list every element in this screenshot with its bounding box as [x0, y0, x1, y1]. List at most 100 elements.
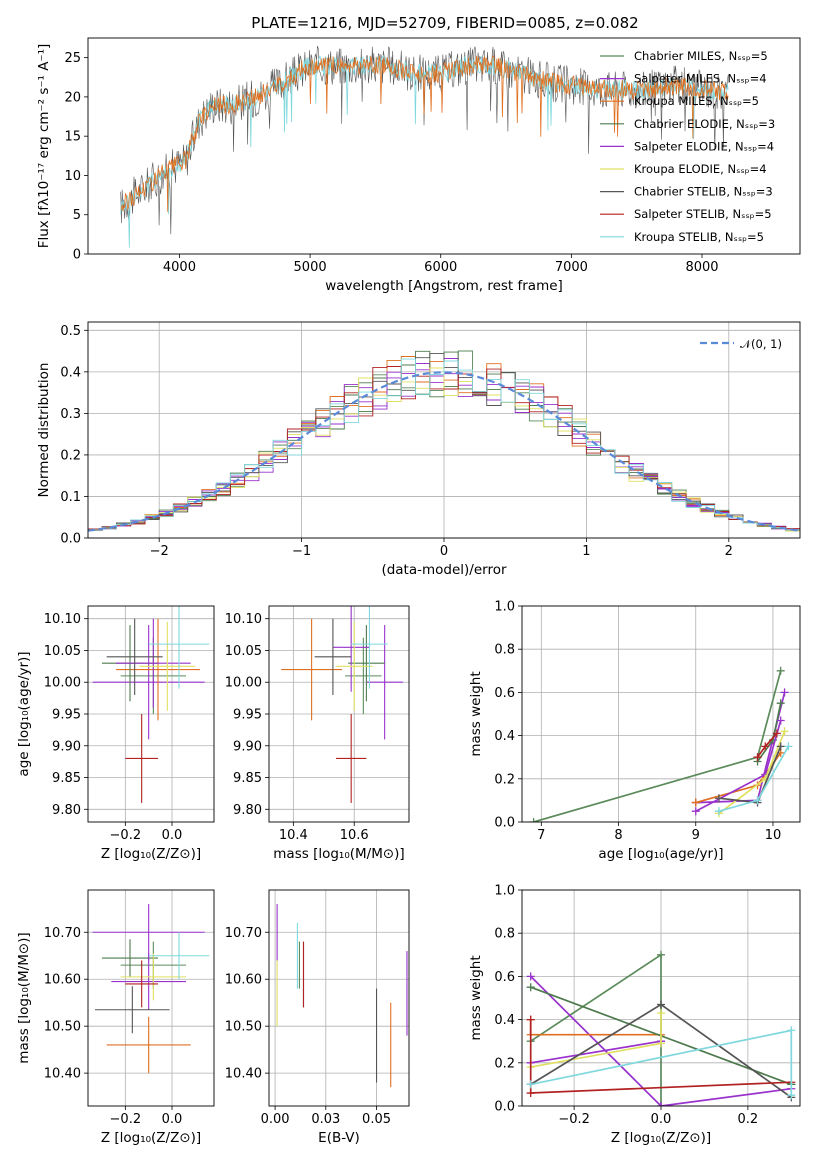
- x-axis-label: mass [log₁₀(M/M⊙)]: [273, 846, 404, 862]
- y-axis-label: mass weight: [468, 671, 484, 756]
- series-point-marker: [787, 1026, 796, 1035]
- x-tick-label: 10.4: [279, 828, 308, 843]
- mass-weight-series-line: [695, 720, 782, 812]
- x-tick-label: −0.2: [110, 1112, 142, 1127]
- age_vs_Z-axes: [84, 605, 215, 826]
- y-tick-label: 10.00: [44, 676, 81, 691]
- spectrum-series-line: [120, 55, 729, 212]
- y-tick-label: 10.70: [44, 926, 81, 941]
- mass-weight-series-line: [530, 975, 792, 1106]
- x-tick-label: 4000: [163, 260, 196, 275]
- x-tick-label: −0.2: [558, 1112, 590, 1127]
- mass_vs_Z-axes: [84, 889, 215, 1110]
- legend-entry: Chabrier STELIB, Nₛₛₚ=3: [634, 185, 773, 199]
- x-tick-label: 0.00: [261, 1112, 290, 1127]
- legend-entry: Kroupa MILES, Nₛₛₚ=5: [634, 94, 759, 108]
- series-point-marker: [691, 807, 700, 816]
- x-tick-label: 1: [582, 544, 590, 559]
- series-point-marker: [761, 742, 770, 751]
- residuals-plot-area: [88, 350, 800, 532]
- legend-entry: Kroupa STELIB, Nₛₛₚ=5: [634, 230, 764, 244]
- series-point-marker: [784, 742, 793, 751]
- series-point-marker: [691, 798, 700, 807]
- y-tick-label: 0.2: [494, 1056, 515, 1071]
- y-tick-label: 10.70: [225, 926, 262, 941]
- series-point-marker: [776, 716, 785, 725]
- y-axis-label: Normed distribution: [36, 363, 52, 498]
- x-axis-label: wavelength [Angstrom, rest frame]: [325, 278, 563, 294]
- y-tick-label: 10.60: [44, 973, 81, 988]
- y-tick-label: 9.80: [52, 803, 81, 818]
- y-tick-label: 0.4: [494, 1013, 515, 1028]
- y-tick-label: 20: [64, 90, 81, 105]
- y-tick-label: 0.8: [494, 927, 515, 942]
- spectrum-frame: [87, 37, 801, 255]
- age_vs_mass-frame: [268, 605, 410, 823]
- mass_vs_Z-frame: [87, 889, 215, 1107]
- series-point-marker: [657, 950, 665, 959]
- x-tick-label: 2: [725, 544, 733, 559]
- residuals-frame: [87, 321, 801, 539]
- x-tick-label: 9: [692, 828, 700, 843]
- y-tick-label: 0.0: [494, 1100, 515, 1115]
- series-point-marker: [776, 742, 785, 751]
- x-tick-label: 0: [440, 544, 448, 559]
- y-tick-label: 10: [64, 169, 81, 184]
- y-tick-label: 0.4: [60, 365, 81, 380]
- x-axis-label: (data-model)/error: [381, 562, 507, 578]
- y-tick-label: 9.85: [52, 771, 81, 786]
- x-tick-label: 6000: [424, 260, 457, 275]
- y-tick-label: 9.95: [52, 708, 81, 723]
- mass_weight_vs_age-frame: [521, 605, 801, 823]
- y-tick-label: 0.2: [60, 448, 81, 463]
- y-tick-label: 10.00: [225, 676, 262, 691]
- series-point-marker: [787, 1091, 796, 1100]
- series-point-marker: [657, 1039, 665, 1048]
- normal-reference-curve: [88, 371, 800, 532]
- y-tick-label: 25: [64, 51, 81, 66]
- series-point-marker: [776, 699, 785, 708]
- series-point-marker: [776, 666, 785, 675]
- y-tick-label: 10.40: [225, 1067, 262, 1082]
- y-tick-label: 10.50: [44, 1020, 81, 1035]
- series-point-marker: [753, 753, 762, 762]
- y-tick-label: 10.60: [225, 973, 262, 988]
- series-point-marker: [526, 1015, 535, 1024]
- legend-entry: Kroupa ELODIE, Nₛₛₚ=4: [634, 162, 767, 176]
- y-tick-label: 10.05: [225, 644, 262, 659]
- mass-weight-series-line: [530, 1040, 662, 1064]
- histogram-series: [88, 358, 800, 531]
- y-tick-label: 0.1: [60, 490, 81, 505]
- series-point-marker: [657, 1102, 665, 1106]
- x-tick-label: 0.2: [738, 1112, 759, 1127]
- mass_vs_ebv-plot-area: [276, 904, 408, 1088]
- mass_weight_vs_age-plot-area: [529, 666, 793, 822]
- series-point-marker: [772, 729, 781, 738]
- series-point-marker: [753, 796, 762, 805]
- legend-entry: Chabrier ELODIE, Nₛₛₚ=3: [634, 117, 775, 131]
- x-tick-label: −0.2: [110, 828, 142, 843]
- mass-weight-series-line: [530, 953, 662, 1106]
- residuals-axes: [84, 321, 801, 542]
- x-tick-label: 0.0: [651, 1112, 672, 1127]
- y-axis-label: Flux [fλ10⁻¹⁷ erg cm⁻² s⁻¹ A⁻¹]: [36, 44, 52, 249]
- x-tick-label: −1: [292, 544, 311, 559]
- x-axis-label: Z [log₁₀(Z/Z⊙)]: [101, 846, 201, 862]
- x-axis-label: age [log₁₀(age/yr)]: [598, 846, 723, 862]
- x-tick-label: 7: [537, 828, 545, 843]
- mass_weight_vs_age-axes: [518, 605, 801, 826]
- series-point-marker: [526, 1089, 535, 1098]
- x-tick-label: 0.03: [311, 1112, 340, 1127]
- x-tick-label: 0.05: [362, 1112, 391, 1127]
- x-tick-label: 8000: [685, 260, 718, 275]
- y-tick-label: 10.10: [225, 612, 262, 627]
- mass_vs_Z-plot-area: [92, 904, 210, 1074]
- y-tick-label: 0.0: [60, 532, 81, 547]
- series-point-marker: [780, 727, 789, 736]
- y-tick-label: 0.3: [60, 407, 81, 422]
- y-tick-label: 15: [64, 130, 81, 145]
- spectrum-plot-area: [120, 45, 729, 248]
- legend-entry: Salpeter ELODIE, Nₛₛₚ=4: [634, 139, 774, 153]
- mass_weight_vs_Z-plot-area: [526, 950, 796, 1106]
